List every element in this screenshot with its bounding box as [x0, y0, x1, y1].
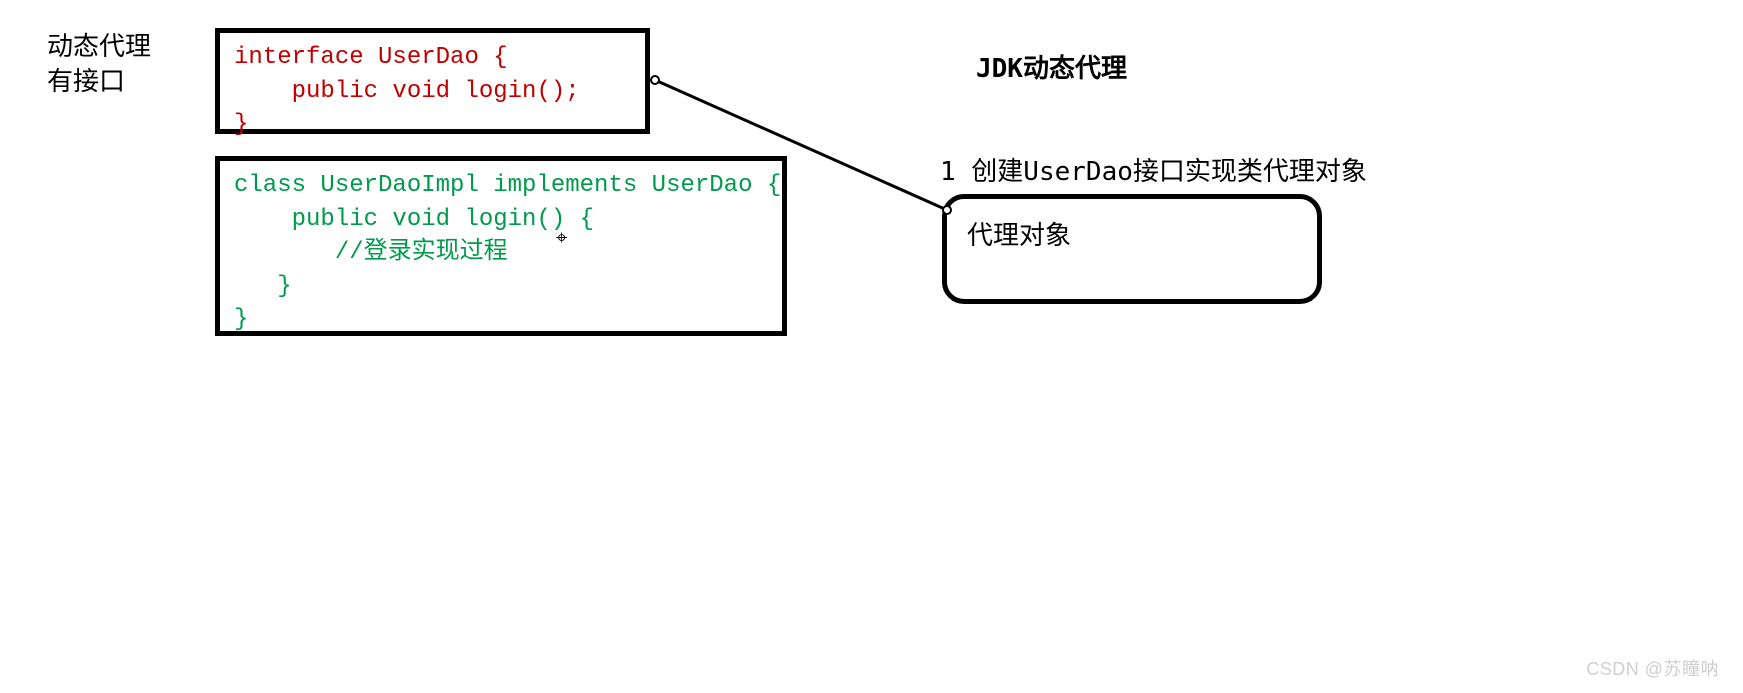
impl-code: class UserDaoImpl implements UserDao { p… [234, 169, 768, 337]
watermark-text: CSDN @苏瞳呐 [1586, 655, 1719, 681]
proxy-object-text: 代理对象 [967, 221, 1071, 251]
left-title: 动态代理 有接口 [47, 30, 151, 100]
jdk-title: JDK动态代理 [976, 52, 1127, 87]
step1-label: 1 创建UserDao接口实现类代理对象 [940, 155, 1367, 190]
proxy-object-box: 代理对象 [942, 194, 1322, 304]
left-title-line1: 动态代理 [47, 32, 151, 62]
interface-code: interface UserDao { public void login();… [234, 41, 631, 142]
impl-code-box: class UserDaoImpl implements UserDao { p… [215, 156, 787, 336]
left-title-line2: 有接口 [47, 67, 125, 97]
interface-code-box: interface UserDao { public void login();… [215, 28, 650, 134]
diagram-stage: 动态代理 有接口 interface UserDao { public void… [0, 0, 1743, 693]
